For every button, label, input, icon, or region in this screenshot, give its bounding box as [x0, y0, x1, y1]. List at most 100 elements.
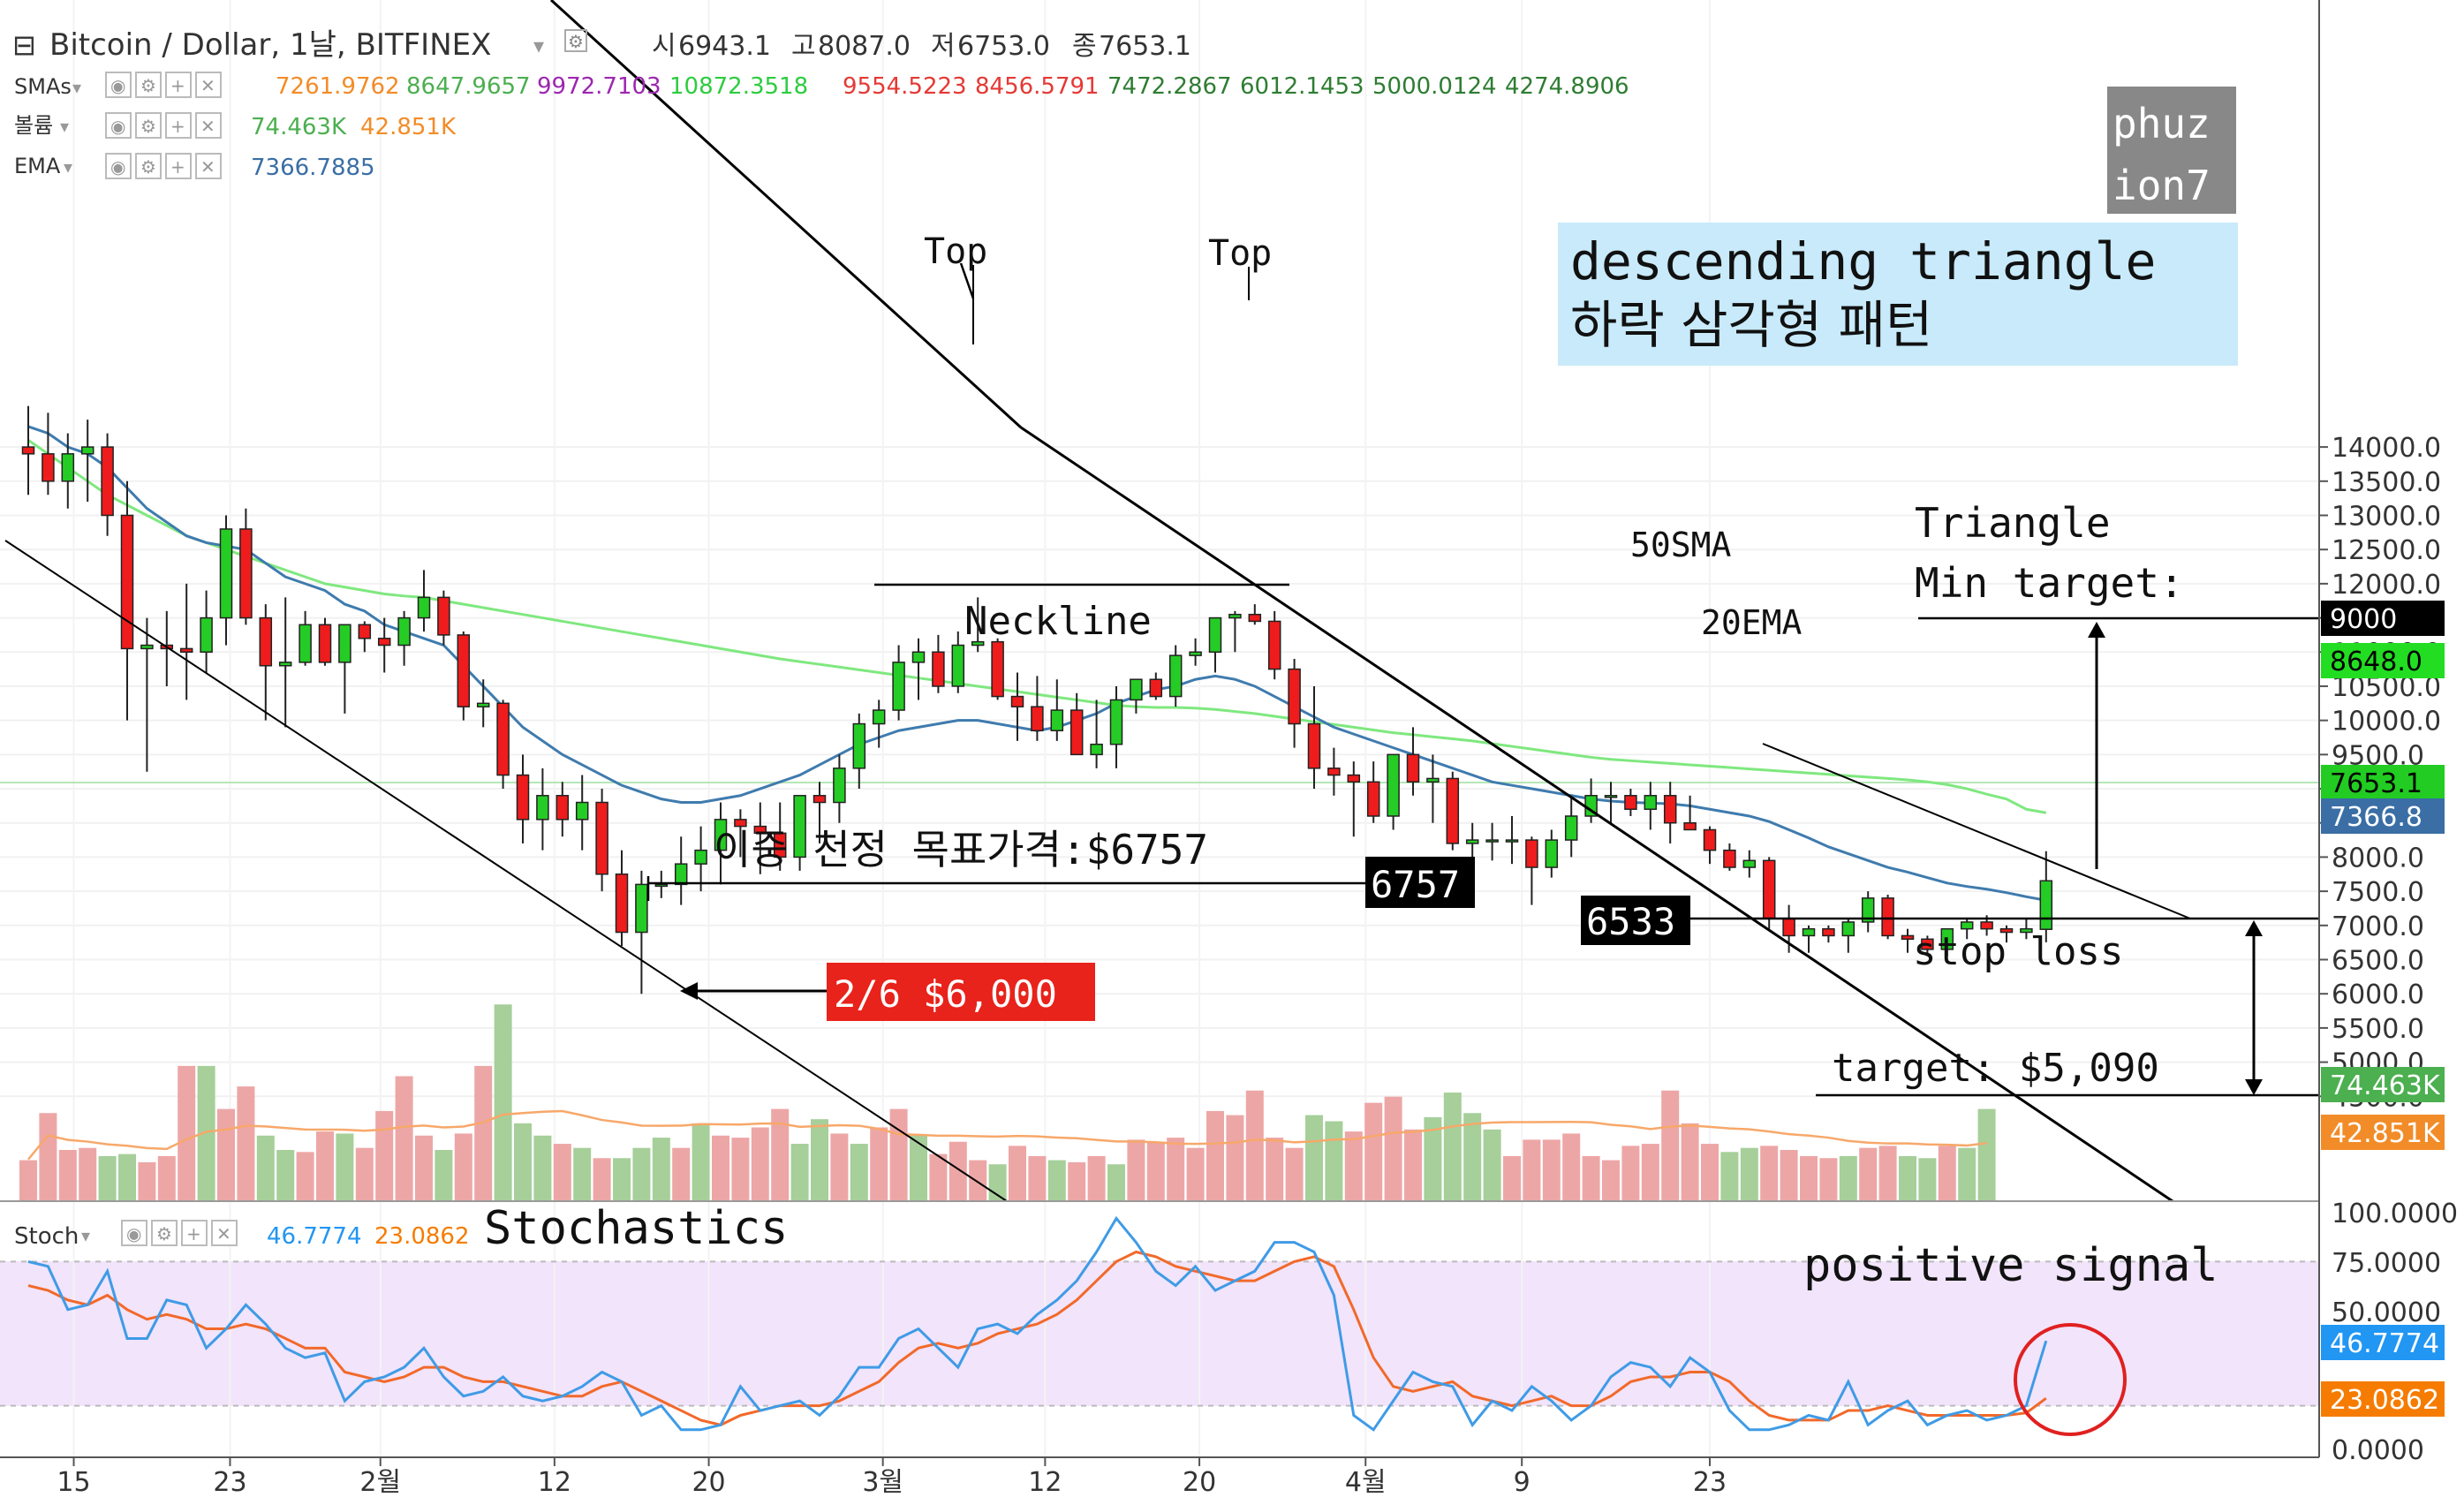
chevron-down-icon[interactable]: ▾ [81, 1225, 90, 1246]
candle[interactable] [1604, 782, 1618, 823]
candle[interactable] [852, 713, 866, 790]
candle[interactable] [556, 782, 570, 837]
candle[interactable] [397, 610, 411, 666]
candle[interactable] [615, 850, 629, 947]
candle[interactable] [1109, 685, 1123, 768]
candle[interactable] [674, 836, 688, 905]
minimize-icon[interactable]: ⊟ [12, 28, 36, 62]
candle[interactable] [1267, 610, 1281, 680]
candle[interactable] [635, 870, 648, 995]
volume-label[interactable]: 볼륨 [14, 113, 53, 138]
sma-label[interactable]: SMAs [14, 74, 72, 99]
candle[interactable] [140, 617, 154, 772]
candle[interactable] [536, 768, 549, 851]
candle[interactable] [1683, 795, 1697, 831]
candle[interactable] [61, 433, 75, 509]
close-icon[interactable]: ✕ [195, 112, 222, 139]
candle[interactable] [259, 604, 273, 721]
eye-icon[interactable]: ◉ [105, 153, 132, 179]
candle[interactable] [1644, 782, 1658, 830]
candle[interactable] [1366, 761, 1380, 823]
close-icon[interactable]: ✕ [195, 153, 222, 179]
candle[interactable] [1762, 857, 1776, 929]
candle[interactable] [358, 621, 372, 653]
candle[interactable] [1130, 678, 1143, 714]
candle[interactable] [1288, 659, 1301, 748]
candle[interactable] [1189, 638, 1202, 666]
candle[interactable] [437, 590, 450, 646]
time-axis[interactable]: 15 23 2월 12 20 3월 12 20 4월 9 23 [57, 1457, 1727, 1498]
candle[interactable] [1564, 795, 1578, 858]
candle[interactable] [1960, 919, 1974, 940]
candle[interactable] [793, 795, 806, 871]
candle[interactable] [1723, 843, 1736, 871]
candle[interactable] [299, 610, 312, 666]
candle[interactable] [932, 634, 945, 693]
candle[interactable] [872, 700, 886, 748]
ema-label[interactable]: EMA [14, 154, 61, 178]
candle[interactable] [1663, 782, 1677, 843]
candle[interactable] [101, 433, 114, 536]
candle[interactable] [694, 826, 707, 892]
candle[interactable] [1228, 610, 1242, 653]
candle[interactable] [1901, 928, 1915, 953]
candle[interactable] [951, 631, 965, 693]
candle[interactable] [476, 679, 490, 728]
candle[interactable] [911, 638, 926, 700]
candle[interactable] [21, 405, 35, 495]
candle[interactable] [1149, 672, 1163, 700]
candle[interactable] [1090, 700, 1103, 768]
candle[interactable] [1327, 747, 1341, 796]
candle[interactable] [1446, 771, 1460, 851]
candle[interactable] [1624, 789, 1637, 816]
candle[interactable] [1545, 829, 1559, 878]
candle[interactable] [2020, 919, 2033, 940]
candle[interactable] [1010, 672, 1024, 741]
candle[interactable] [575, 775, 589, 851]
candle[interactable] [1881, 894, 1894, 940]
candle[interactable] [773, 802, 787, 871]
candle[interactable] [1822, 925, 1835, 943]
gear-icon[interactable]: ⚙ [135, 153, 162, 179]
candle[interactable] [516, 754, 530, 843]
candle[interactable] [42, 412, 55, 495]
candle[interactable] [200, 590, 213, 673]
candle[interactable] [120, 480, 134, 721]
eye-icon[interactable]: ◉ [105, 72, 132, 98]
candle[interactable] [734, 809, 747, 858]
gear-icon[interactable]: ⚙ [135, 72, 162, 98]
stoch-axis[interactable]: 100.0000 75.0000 50.0000 0.0000 46.7774 23.08… [2321, 1199, 2458, 1466]
plus-icon[interactable]: + [165, 72, 192, 98]
candle[interactable] [1307, 685, 1321, 790]
price-axis[interactable]: 14000.013500.013000.012500.012000.011500… [2319, 433, 2445, 1150]
candle[interactable] [1861, 891, 1875, 933]
stoch-label[interactable]: Stoch [14, 1223, 79, 1250]
candle[interactable] [1208, 616, 1222, 673]
candle[interactable] [2039, 851, 2053, 942]
candle[interactable] [1347, 761, 1361, 837]
candles[interactable] [21, 405, 2053, 995]
settings-icon[interactable]: ⚙ [564, 29, 587, 52]
candle[interactable] [1841, 919, 1856, 953]
candle[interactable] [1168, 645, 1183, 707]
candle[interactable] [1921, 935, 1934, 957]
candle[interactable] [1406, 727, 1420, 796]
chevron-down-icon[interactable]: ▾ [533, 34, 544, 58]
candle[interactable] [654, 870, 669, 898]
candle[interactable] [1069, 692, 1084, 756]
close-icon[interactable]: ✕ [211, 1220, 238, 1246]
candle[interactable] [278, 597, 292, 728]
candle[interactable] [377, 617, 391, 673]
candle[interactable] [239, 508, 253, 625]
plus-icon[interactable]: + [181, 1220, 208, 1246]
candle[interactable] [1940, 927, 1954, 957]
candle[interactable] [1248, 604, 1262, 625]
candle[interactable] [813, 782, 827, 843]
candle[interactable] [1050, 679, 1064, 741]
candle[interactable] [991, 638, 1004, 700]
plus-icon[interactable]: + [165, 153, 192, 179]
eye-icon[interactable]: ◉ [121, 1220, 147, 1246]
candle[interactable] [80, 420, 94, 503]
candle[interactable] [219, 515, 233, 646]
